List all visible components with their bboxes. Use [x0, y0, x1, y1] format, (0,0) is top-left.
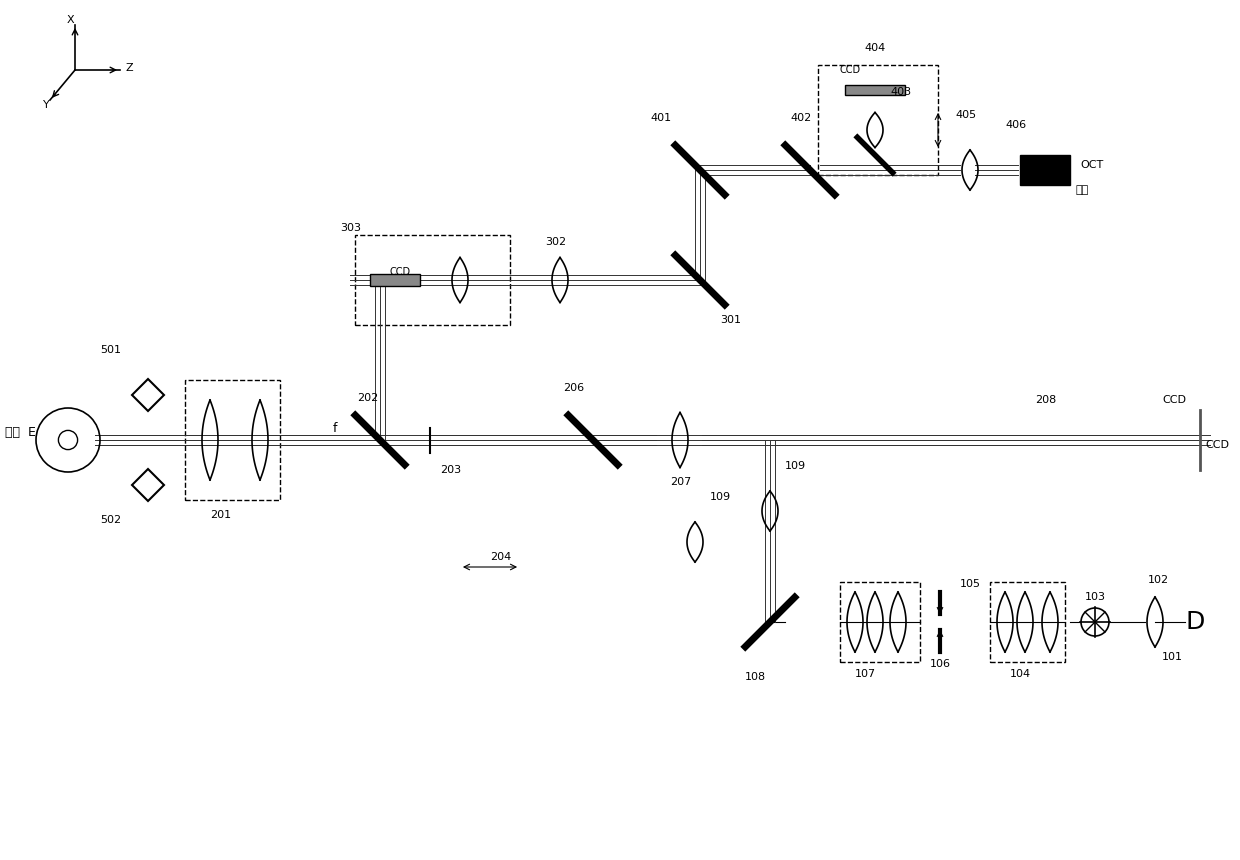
Text: 204: 204 [490, 552, 511, 562]
Text: Z: Z [125, 63, 133, 73]
Text: 201: 201 [210, 510, 231, 520]
Text: 206: 206 [563, 383, 584, 393]
Text: 106: 106 [930, 659, 951, 669]
Text: 404: 404 [864, 43, 885, 53]
Text: CCD: CCD [1205, 440, 1229, 450]
Text: 108: 108 [745, 672, 766, 682]
Text: D: D [1185, 610, 1204, 634]
Text: 102: 102 [1148, 575, 1169, 585]
Bar [818, 65, 937, 175]
Text: 208: 208 [1035, 395, 1056, 405]
Bar [185, 380, 280, 500]
Text: 109: 109 [711, 492, 732, 502]
Text: 403: 403 [890, 87, 911, 97]
Text: 104: 104 [1011, 669, 1032, 679]
Text: 501: 501 [100, 345, 122, 355]
Text: 光纤: 光纤 [1075, 185, 1089, 195]
Bar [990, 582, 1065, 662]
Bar [844, 85, 905, 95]
Text: 207: 207 [670, 477, 691, 487]
Text: 103: 103 [1085, 592, 1106, 602]
Text: 302: 302 [546, 237, 567, 247]
Text: 109: 109 [785, 461, 806, 471]
Text: 101: 101 [1162, 652, 1183, 662]
Text: 402: 402 [790, 113, 811, 123]
Text: 202: 202 [357, 393, 378, 403]
Text: 203: 203 [440, 465, 461, 475]
Text: 105: 105 [960, 579, 981, 589]
Bar [839, 582, 920, 662]
Text: f: f [332, 421, 337, 434]
Bar [1021, 155, 1070, 185]
Text: CCD: CCD [839, 65, 861, 75]
Text: 405: 405 [955, 110, 976, 120]
Text: 301: 301 [720, 315, 742, 325]
Text: 眼睛  E: 眼睛 E [5, 426, 36, 439]
Text: 406: 406 [1004, 120, 1027, 130]
Text: 502: 502 [100, 515, 122, 525]
Text: CCD: CCD [389, 267, 410, 277]
Bar [370, 274, 420, 286]
Text: 303: 303 [340, 223, 361, 233]
Text: CCD: CCD [1162, 395, 1185, 405]
Bar [355, 235, 510, 325]
Text: X: X [66, 15, 74, 25]
Text: Y: Y [43, 100, 50, 110]
Text: OCT: OCT [1080, 160, 1104, 170]
Text: 401: 401 [650, 113, 671, 123]
Text: 107: 107 [856, 669, 877, 679]
